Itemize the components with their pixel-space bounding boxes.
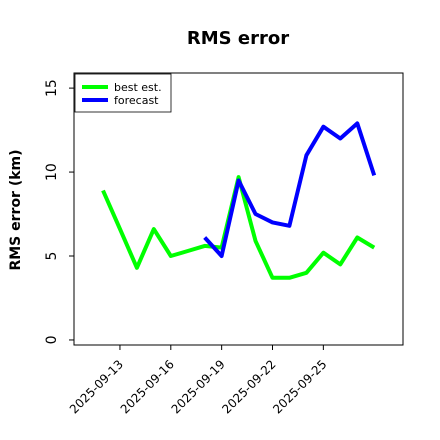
x-axis: 2025-09-132025-09-162025-09-192025-09-22… — [67, 345, 329, 416]
y-tick-label: 15 — [44, 79, 60, 97]
legend-label-best-est: best est. — [114, 81, 162, 94]
y-tick-label: 0 — [44, 336, 60, 345]
x-tick-label: 2025-09-13 — [67, 357, 126, 416]
series-line-best-est — [101, 175, 376, 280]
y-tick-label: 5 — [44, 252, 60, 261]
x-tick-label: 2025-09-22 — [219, 357, 278, 416]
y-axis-label: RMS error (km) — [8, 149, 24, 270]
y-axis: 0 5 10 15 — [44, 79, 74, 344]
legend-label-forecast: forecast — [114, 94, 159, 107]
x-tick-label: 2025-09-19 — [169, 357, 228, 416]
y-tick-label: 10 — [44, 163, 60, 181]
legend-box — [74, 73, 172, 113]
plot-frame — [73, 72, 404, 346]
x-tick-label: 2025-09-16 — [118, 357, 177, 416]
series-layer — [101, 121, 377, 280]
x-tick-label: 2025-09-25 — [270, 357, 329, 416]
series-line-forecast — [203, 121, 377, 258]
chart-title: RMS error — [187, 28, 289, 49]
legend: best est. forecast — [74, 73, 172, 113]
